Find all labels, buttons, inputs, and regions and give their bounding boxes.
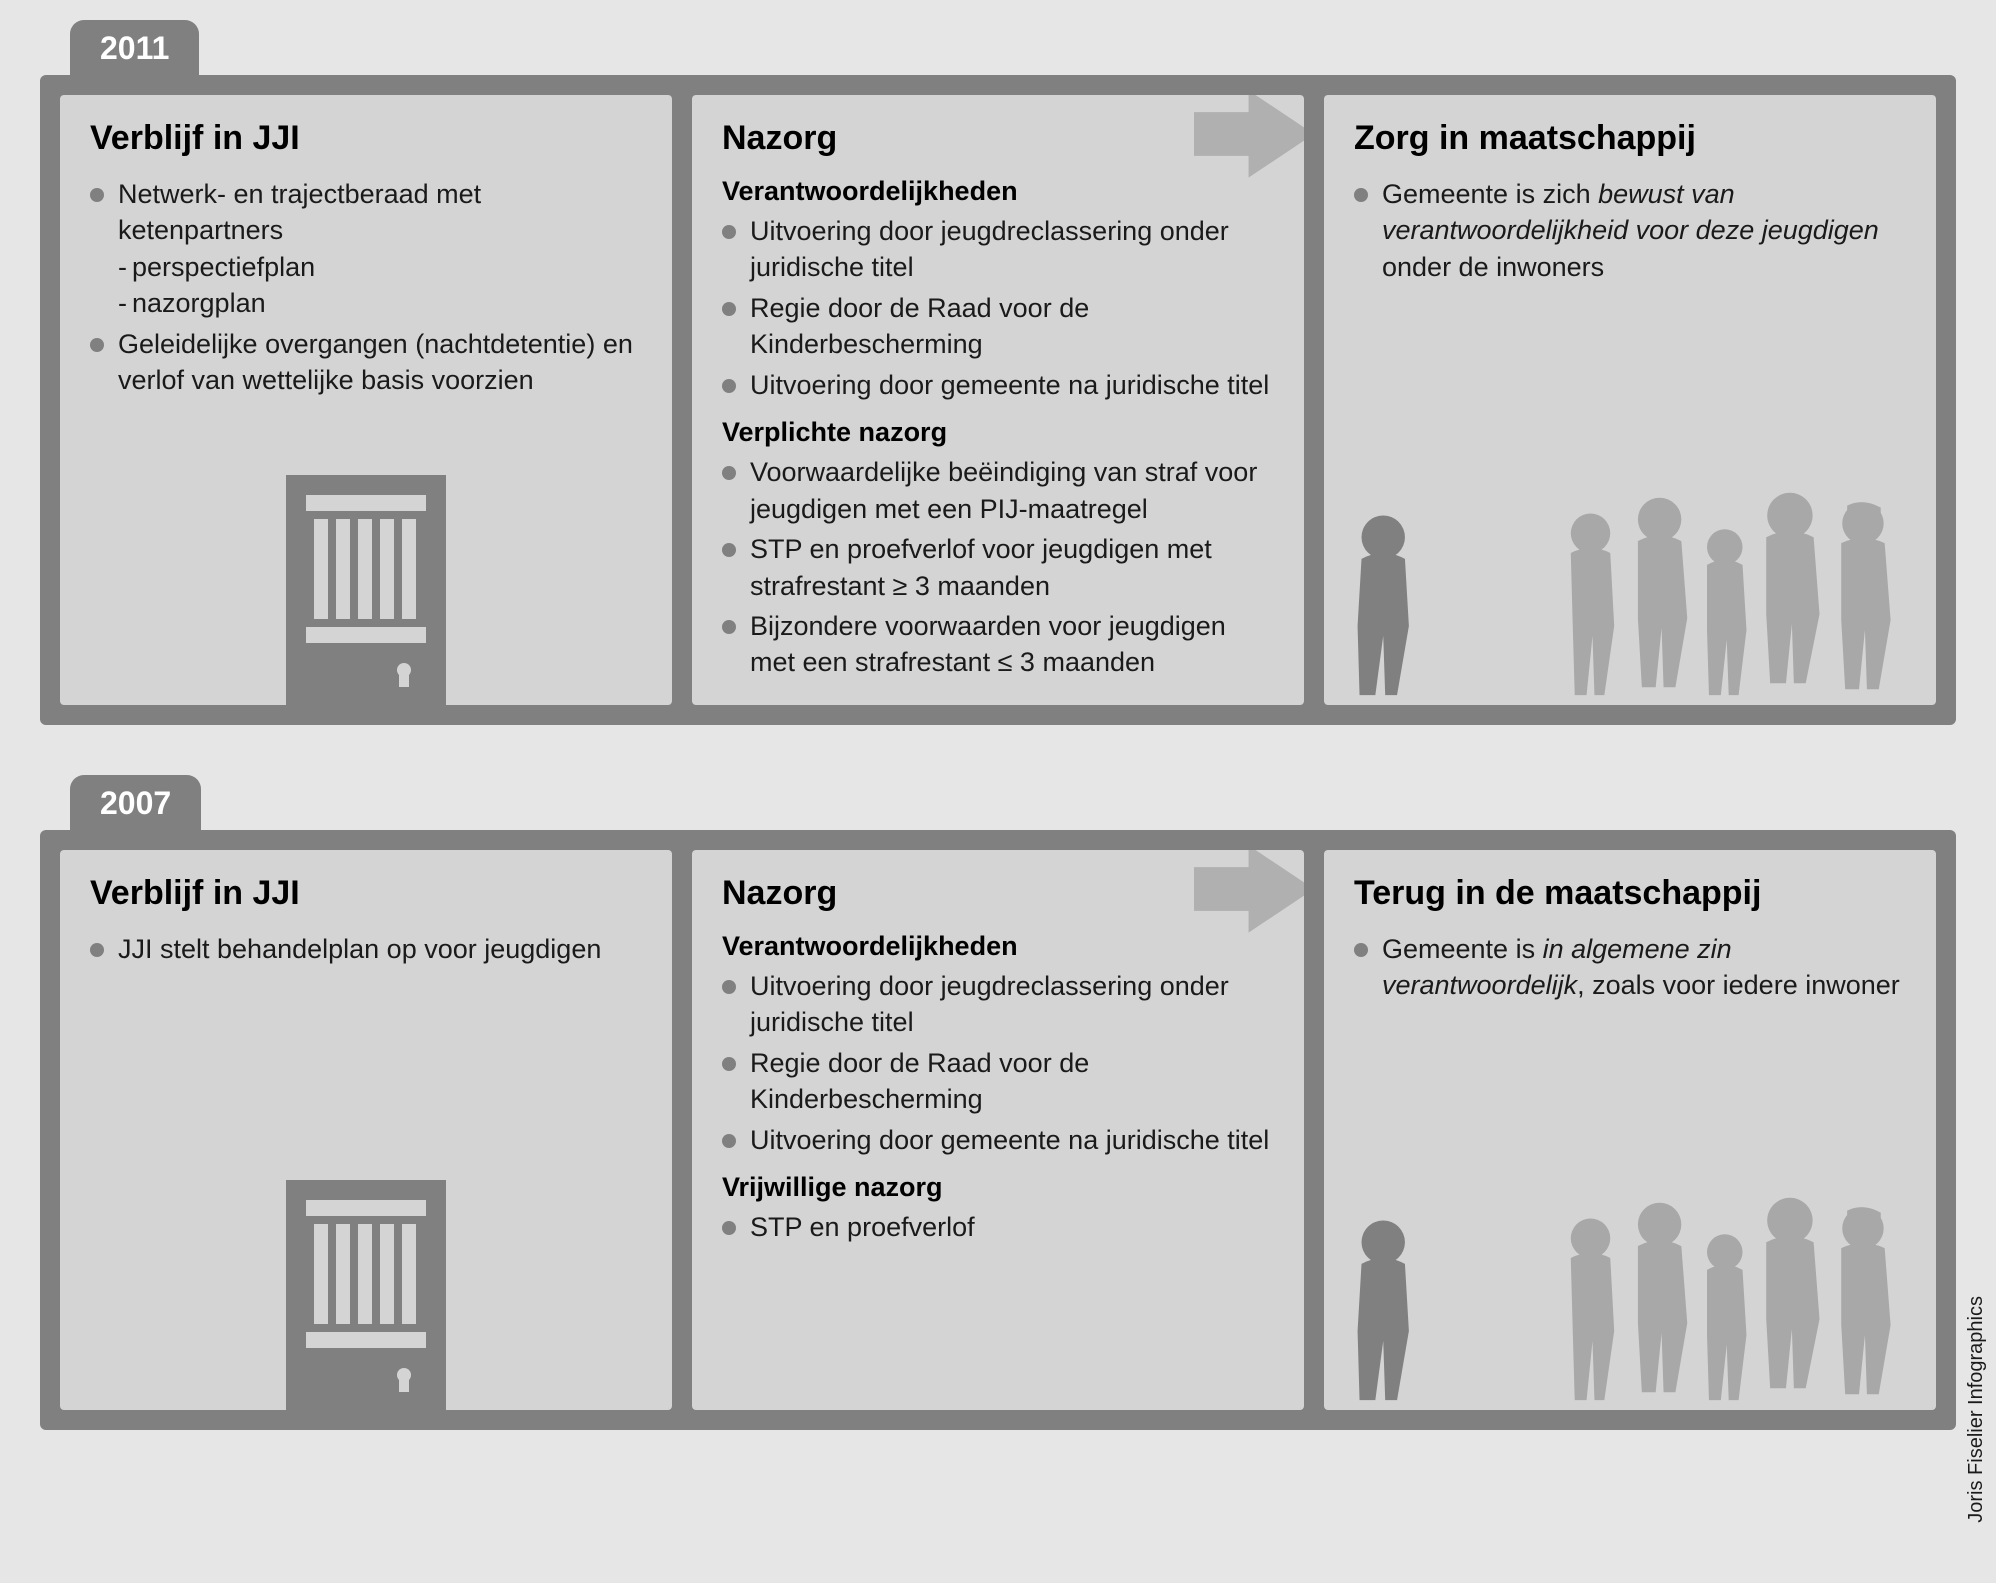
year-tab: 2007: [70, 775, 201, 830]
bullet-text: Geleidelijke overgangen (nachtdetentie) …: [118, 329, 633, 395]
bullet-text: Uitvoering door jeugdreclassering onder …: [750, 216, 1229, 282]
bullet-text: Regie door de Raad voor de Kinderbescher…: [750, 1048, 1089, 1114]
bullet-item: Uitvoering door gemeente na juridische t…: [722, 367, 1274, 403]
bullet-text: Uitvoering door gemeente na juridische t…: [750, 370, 1269, 400]
bullet-list: Uitvoering door jeugdreclassering onder …: [722, 968, 1274, 1158]
bullet-item: Regie door de Raad voor de Kinderbescher…: [722, 290, 1274, 363]
bullet-text: JJI stelt behandelplan op voor jeugdigen: [118, 934, 601, 964]
bullet-text: Uitvoering door gemeente na juridische t…: [750, 1125, 1269, 1155]
bullet-item: Voorwaardelijke beëindiging van straf vo…: [722, 454, 1274, 527]
year-tab: 2011: [70, 20, 199, 75]
section-heading: Verplichte nazorg: [722, 417, 1274, 448]
panel-body: Verblijf in JJI Netwerk- en trajectberaad…: [40, 75, 1956, 725]
panel-column: Verblijf in JJI JJI stelt behandelplan op…: [60, 850, 672, 1410]
bullet-item: Regie door de Raad voor de Kinderbescher…: [722, 1045, 1274, 1118]
arrow-icon: [1194, 850, 1304, 934]
bullet-item: STP en proefverlof: [722, 1209, 1274, 1245]
sub-item: perspectiefplan: [118, 249, 642, 285]
people-silhouette-icon: [1324, 485, 1936, 705]
bullet-item: Gemeente is zich bewust van verantwoorde…: [1354, 176, 1906, 285]
text-segment: Gemeente is zich: [1382, 179, 1598, 209]
column-title: Nazorg: [722, 119, 1274, 158]
panel-column: Zorg in maatschappij Gemeente is zich bew…: [1324, 95, 1936, 705]
panel-2011: 2011 Verblijf in JJI Netwerk- en trajectbe…: [40, 20, 1956, 725]
bullet-list: JJI stelt behandelplan op voor jeugdigen: [90, 931, 642, 967]
panel-column: Terug in de maatschappij Gemeente is in a…: [1324, 850, 1936, 1410]
bullet-item: STP en proefverlof voor jeugdigen met st…: [722, 531, 1274, 604]
text-segment: Gemeente is: [1382, 934, 1543, 964]
text-segment: , zoals voor iedere inwoner: [1577, 970, 1900, 1000]
bullet-text: Bijzondere voorwaarden voor jeugdigen me…: [750, 611, 1226, 677]
bullet-text: Netwerk- en trajectberaad met ketenpartn…: [118, 179, 481, 245]
column-title: Zorg in maatschappij: [1354, 119, 1906, 158]
section-heading: Verantwoordelijkheden: [722, 176, 1274, 207]
panel-column: Nazorg Verantwoordelijkheden Uitvoering do…: [692, 95, 1304, 705]
bullet-item: Bijzondere voorwaarden voor jeugdigen me…: [722, 608, 1274, 681]
bullet-item: JJI stelt behandelplan op voor jeugdigen: [90, 931, 642, 967]
bullet-item: Netwerk- en trajectberaad met ketenpartn…: [90, 176, 642, 322]
sub-list: perspectiefplannazorgplan: [118, 249, 642, 322]
bullet-list: Gemeente is in algemene zin verantwoorde…: [1354, 931, 1906, 1004]
text-segment: onder de inwoners: [1382, 252, 1604, 282]
column-title: Terug in de maatschappij: [1354, 874, 1906, 913]
bullet-item: Gemeente is in algemene zin verantwoorde…: [1354, 931, 1906, 1004]
panel-column: Verblijf in JJI Netwerk- en trajectberaad…: [60, 95, 672, 705]
panel-body: Verblijf in JJI JJI stelt behandelplan op…: [40, 830, 1956, 1430]
bullet-item: Uitvoering door jeugdreclassering onder …: [722, 213, 1274, 286]
credit-text: Joris Fiselier Infographics: [1965, 1296, 1988, 1523]
column-title: Verblijf in JJI: [90, 874, 642, 913]
column-title: Nazorg: [722, 874, 1274, 913]
bullet-item: Uitvoering door gemeente na juridische t…: [722, 1122, 1274, 1158]
bullet-text: Uitvoering door jeugdreclassering onder …: [750, 971, 1229, 1037]
sub-item: nazorgplan: [118, 285, 642, 321]
prison-door-icon: [286, 1180, 446, 1410]
prison-door-icon: [286, 475, 446, 705]
bullet-text: Regie door de Raad voor de Kinderbescher…: [750, 293, 1089, 359]
column-title: Verblijf in JJI: [90, 119, 642, 158]
bullet-list: Voorwaardelijke beëindiging van straf vo…: [722, 454, 1274, 681]
arrow-icon: [1194, 95, 1304, 179]
bullet-text: Voorwaardelijke beëindiging van straf vo…: [750, 457, 1257, 523]
section-heading: Verantwoordelijkheden: [722, 931, 1274, 962]
bullet-list: Uitvoering door jeugdreclassering onder …: [722, 213, 1274, 403]
bullet-list: STP en proefverlof: [722, 1209, 1274, 1245]
panel-2007: 2007 Verblijf in JJI JJI stelt behandelpla…: [40, 775, 1956, 1430]
section-heading: Vrijwillige nazorg: [722, 1172, 1274, 1203]
people-silhouette-icon: [1324, 1190, 1936, 1410]
bullet-text: STP en proefverlof: [750, 1212, 975, 1242]
bullet-item: Uitvoering door jeugdreclassering onder …: [722, 968, 1274, 1041]
bullet-item: Geleidelijke overgangen (nachtdetentie) …: [90, 326, 642, 399]
bullet-list: Gemeente is zich bewust van verantwoorde…: [1354, 176, 1906, 285]
bullet-list: Netwerk- en trajectberaad met ketenpartn…: [90, 176, 642, 399]
panel-column: Nazorg Verantwoordelijkheden Uitvoering do…: [692, 850, 1304, 1410]
bullet-text: STP en proefverlof voor jeugdigen met st…: [750, 534, 1212, 600]
